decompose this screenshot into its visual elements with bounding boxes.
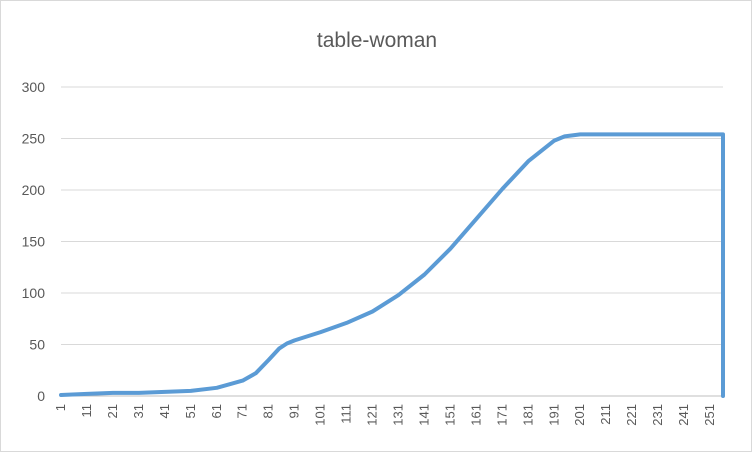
x-tick-label: 151 <box>442 404 457 426</box>
x-tick-label: 71 <box>235 404 250 418</box>
x-tick-label: 51 <box>183 404 198 418</box>
x-tick-label: 211 <box>598 404 613 425</box>
y-tick-label: 100 <box>22 285 46 301</box>
x-tick-label: 61 <box>209 404 224 418</box>
x-tick-label: 191 <box>546 404 561 426</box>
x-tick-label: 31 <box>131 404 146 418</box>
x-tick-label: 21 <box>105 404 120 418</box>
x-tick-label: 201 <box>572 404 587 426</box>
y-tick-label: 0 <box>37 388 45 404</box>
x-tick-label: 221 <box>624 404 639 426</box>
series-line <box>59 132 725 398</box>
x-tick-label: 141 <box>416 404 431 426</box>
x-tick-label: 1 <box>53 404 68 411</box>
x-tick-label: 121 <box>365 404 380 426</box>
y-tick-label: 250 <box>22 131 46 147</box>
y-tick-label: 200 <box>22 182 46 198</box>
x-tick-label: 111 <box>339 404 354 424</box>
x-tick-label: 161 <box>468 404 483 426</box>
y-tick-label: 300 <box>22 79 46 95</box>
x-tick-label: 231 <box>650 404 665 426</box>
x-tick-label: 81 <box>261 404 276 418</box>
x-tick-label: 11 <box>79 404 94 418</box>
x-tick-label: 91 <box>287 404 302 418</box>
x-tick-label: 101 <box>313 404 328 426</box>
x-tick-label: 181 <box>520 404 535 426</box>
x-tick-label: 251 <box>702 404 717 426</box>
x-tick-label: 131 <box>390 404 405 426</box>
x-tick-label: 241 <box>676 404 691 426</box>
y-tick-label: 150 <box>22 234 46 250</box>
y-tick-label: 50 <box>29 337 45 353</box>
chart-title: table-woman <box>316 29 438 52</box>
x-tick-label: 41 <box>157 404 172 418</box>
x-tick-label: 171 <box>494 404 509 426</box>
